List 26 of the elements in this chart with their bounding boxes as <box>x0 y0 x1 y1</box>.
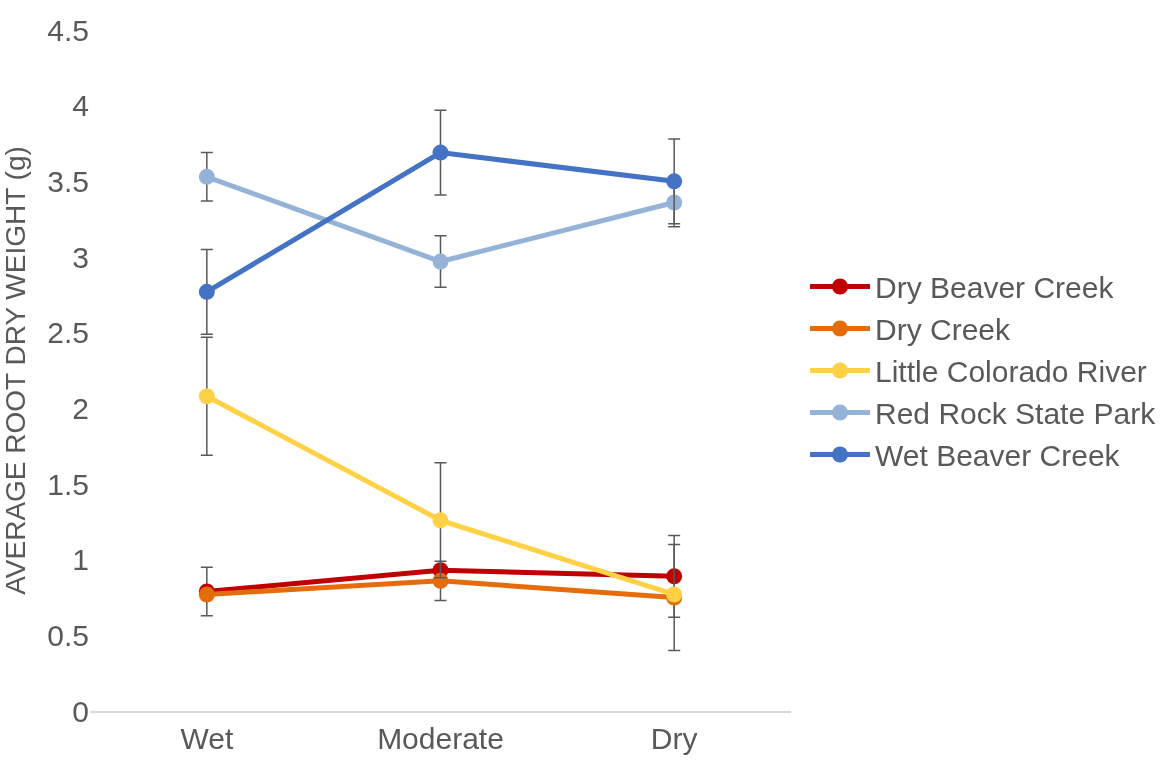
legend-label: Little Colorado River <box>875 355 1147 389</box>
y-tick-label: 4 <box>72 89 89 123</box>
point <box>666 173 683 190</box>
y-tick-label: 0.5 <box>47 618 89 652</box>
y-tick-label: 3.5 <box>47 164 89 198</box>
x-tick-label: Moderate <box>377 721 504 755</box>
y-tick-label: 1 <box>72 543 89 577</box>
y-tick-label: 0 <box>72 694 89 728</box>
legend-label: Wet Beaver Creek <box>875 439 1121 473</box>
y-tick-label: 2.5 <box>47 316 89 350</box>
point <box>432 512 449 529</box>
point <box>198 168 215 185</box>
point <box>198 283 215 300</box>
y-tick-label: 2 <box>72 391 89 425</box>
x-tick-label: Dry <box>650 721 698 755</box>
y-axis-title: AVERAGE ROOT DRY WEIGHT (g) <box>0 146 31 595</box>
point <box>198 388 215 405</box>
point <box>432 144 449 161</box>
y-tick-label: 1.5 <box>47 467 89 501</box>
point <box>432 253 449 270</box>
legend-label: Dry Creek <box>875 313 1012 347</box>
legend-label: Dry Beaver Creek <box>875 271 1115 305</box>
y-tick-label: 3 <box>72 240 89 274</box>
x-tick-label: Wet <box>180 721 234 755</box>
legend-label: Red Rock State Park <box>875 397 1157 431</box>
y-tick-label: 4.5 <box>47 13 89 47</box>
